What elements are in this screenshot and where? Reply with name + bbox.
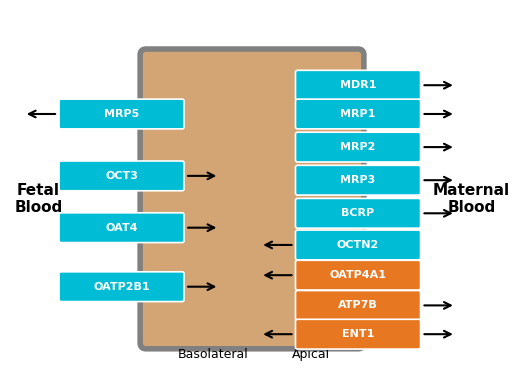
Text: Apical: Apical xyxy=(292,348,330,361)
Text: MRP3: MRP3 xyxy=(340,175,376,185)
Text: ENT1: ENT1 xyxy=(342,329,374,339)
Text: ATP7B: ATP7B xyxy=(338,301,378,310)
Text: OCT3: OCT3 xyxy=(105,171,138,181)
FancyBboxPatch shape xyxy=(295,99,420,129)
Text: MRP5: MRP5 xyxy=(104,109,139,119)
FancyBboxPatch shape xyxy=(295,319,420,349)
Text: BCRP: BCRP xyxy=(342,208,375,218)
Text: MDR1: MDR1 xyxy=(340,80,376,90)
FancyBboxPatch shape xyxy=(295,70,420,100)
FancyBboxPatch shape xyxy=(295,260,420,290)
Text: OATP2B1: OATP2B1 xyxy=(93,282,150,292)
FancyBboxPatch shape xyxy=(295,165,420,195)
Text: MRP2: MRP2 xyxy=(340,142,376,152)
FancyBboxPatch shape xyxy=(59,213,184,243)
Text: OAT4: OAT4 xyxy=(105,223,138,233)
FancyBboxPatch shape xyxy=(59,99,184,129)
Text: Maternal
Blood: Maternal Blood xyxy=(433,183,510,215)
FancyBboxPatch shape xyxy=(140,49,364,349)
FancyBboxPatch shape xyxy=(295,198,420,228)
FancyBboxPatch shape xyxy=(295,230,420,260)
FancyBboxPatch shape xyxy=(295,132,420,162)
Text: MRP1: MRP1 xyxy=(340,109,376,119)
Text: OATP4A1: OATP4A1 xyxy=(330,270,387,280)
FancyBboxPatch shape xyxy=(295,291,420,320)
Text: Basolateral: Basolateral xyxy=(177,348,248,361)
FancyBboxPatch shape xyxy=(59,272,184,302)
Text: OCTN2: OCTN2 xyxy=(337,240,379,250)
FancyBboxPatch shape xyxy=(59,161,184,191)
Text: Fetal
Blood: Fetal Blood xyxy=(15,183,63,215)
